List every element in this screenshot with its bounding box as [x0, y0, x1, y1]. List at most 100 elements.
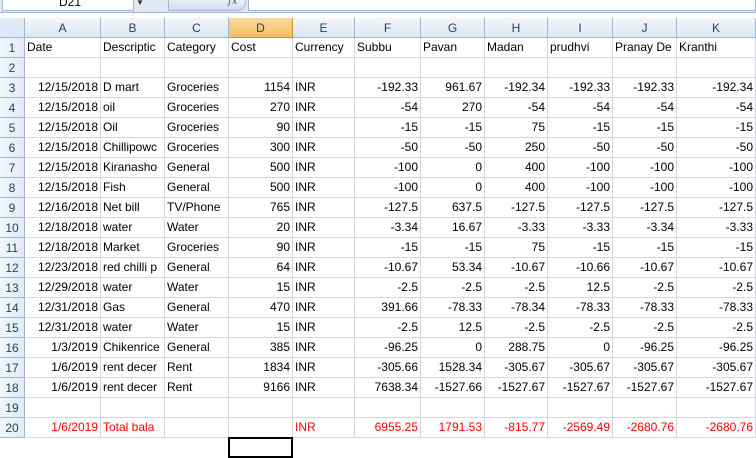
cell-i3[interactable]: -192.33 — [548, 78, 613, 98]
column-header-g[interactable]: G — [421, 18, 485, 38]
cell-g6[interactable]: -50 — [421, 138, 485, 158]
cell-g3[interactable]: 961.67 — [421, 78, 485, 98]
cell-g1[interactable]: Pavan — [421, 38, 485, 58]
cell-h2[interactable] — [485, 58, 548, 78]
row-header[interactable]: 4 — [0, 98, 25, 118]
row-header[interactable]: 10 — [0, 218, 25, 238]
cell-g15[interactable]: 12.5 — [421, 318, 485, 338]
column-header-j[interactable]: J — [613, 18, 677, 38]
cell-a6[interactable]: 12/15/2018 — [25, 138, 101, 158]
formula-input[interactable] — [248, 0, 756, 11]
cell-d10[interactable]: 20 — [229, 218, 293, 238]
cell-d15[interactable]: 15 — [229, 318, 293, 338]
cell-b20[interactable]: Total bala — [101, 418, 165, 438]
cell-k5[interactable]: -15 — [677, 118, 756, 138]
column-header-h[interactable]: H — [485, 18, 548, 38]
cell-h20[interactable]: -815.77 — [485, 418, 548, 438]
cell-j6[interactable]: -50 — [613, 138, 677, 158]
cell-d3[interactable]: 1154 — [229, 78, 293, 98]
cell-d12[interactable]: 64 — [229, 258, 293, 278]
cell-j11[interactable]: -15 — [613, 238, 677, 258]
cell-c15[interactable]: Water — [165, 318, 229, 338]
cell-b5[interactable]: Oil — [101, 118, 165, 138]
cell-b19[interactable] — [101, 398, 165, 418]
cell-k1[interactable]: Kranthi — [677, 38, 756, 58]
cell-i4[interactable]: -54 — [548, 98, 613, 118]
cell-c16[interactable]: General — [165, 338, 229, 358]
cell-c5[interactable]: Groceries — [165, 118, 229, 138]
cell-b8[interactable]: Fish — [101, 178, 165, 198]
cell-f4[interactable]: -54 — [355, 98, 421, 118]
cell-h10[interactable]: -3.33 — [485, 218, 548, 238]
cell-d5[interactable]: 90 — [229, 118, 293, 138]
cell-d14[interactable]: 470 — [229, 298, 293, 318]
cell-a8[interactable]: 12/15/2018 — [25, 178, 101, 198]
cell-b2[interactable] — [101, 58, 165, 78]
cell-i19[interactable] — [548, 398, 613, 418]
cell-a14[interactable]: 12/31/2018 — [25, 298, 101, 318]
cell-k2[interactable] — [677, 58, 756, 78]
cell-f8[interactable]: -100 — [355, 178, 421, 198]
cell-f14[interactable]: 391.66 — [355, 298, 421, 318]
row-header[interactable]: 5 — [0, 118, 25, 138]
cell-f1[interactable]: Subbu — [355, 38, 421, 58]
cell-c10[interactable]: Water — [165, 218, 229, 238]
column-header-e[interactable]: E — [293, 18, 355, 38]
cell-e11[interactable]: INR — [293, 238, 355, 258]
cell-j4[interactable]: -54 — [613, 98, 677, 118]
cell-g2[interactable] — [421, 58, 485, 78]
cell-c17[interactable]: Rent — [165, 358, 229, 378]
cell-j12[interactable]: -10.67 — [613, 258, 677, 278]
cell-e16[interactable]: INR — [293, 338, 355, 358]
cell-f19[interactable] — [355, 398, 421, 418]
cell-f3[interactable]: -192.33 — [355, 78, 421, 98]
cell-f6[interactable]: -50 — [355, 138, 421, 158]
cell-i16[interactable]: 0 — [548, 338, 613, 358]
cell-k16[interactable]: -96.25 — [677, 338, 756, 358]
cell-c3[interactable]: Groceries — [165, 78, 229, 98]
cell-c19[interactable] — [165, 398, 229, 418]
cell-k3[interactable]: -192.34 — [677, 78, 756, 98]
cell-f9[interactable]: -127.5 — [355, 198, 421, 218]
cell-j20[interactable]: -2680.76 — [613, 418, 677, 438]
cell-i17[interactable]: -305.67 — [548, 358, 613, 378]
cell-b4[interactable]: oil — [101, 98, 165, 118]
cell-k6[interactable]: -50 — [677, 138, 756, 158]
cell-a19[interactable] — [25, 398, 101, 418]
cell-e4[interactable]: INR — [293, 98, 355, 118]
cell-i20[interactable]: -2569.49 — [548, 418, 613, 438]
cell-b15[interactable]: water — [101, 318, 165, 338]
cell-i8[interactable]: -100 — [548, 178, 613, 198]
row-header[interactable]: 15 — [0, 318, 25, 338]
cell-k7[interactable]: -100 — [677, 158, 756, 178]
cell-i10[interactable]: -3.33 — [548, 218, 613, 238]
cell-g18[interactable]: -1527.66 — [421, 378, 485, 398]
cell-h1[interactable]: Madan — [485, 38, 548, 58]
cell-b17[interactable]: rent decer — [101, 358, 165, 378]
cell-a4[interactable]: 12/15/2018 — [25, 98, 101, 118]
cell-h16[interactable]: 288.75 — [485, 338, 548, 358]
cell-k4[interactable]: -54 — [677, 98, 756, 118]
cell-i11[interactable]: -15 — [548, 238, 613, 258]
cell-b16[interactable]: Chikenrice — [101, 338, 165, 358]
cell-d1[interactable]: Cost — [229, 38, 293, 58]
cell-a1[interactable]: Date — [25, 38, 101, 58]
cell-f11[interactable]: -15 — [355, 238, 421, 258]
cell-k20[interactable]: -2680.76 — [677, 418, 756, 438]
cell-a10[interactable]: 12/18/2018 — [25, 218, 101, 238]
name-box[interactable]: D21 — [2, 0, 134, 11]
cell-g9[interactable]: 637.5 — [421, 198, 485, 218]
cell-g11[interactable]: -15 — [421, 238, 485, 258]
cell-e17[interactable]: INR — [293, 358, 355, 378]
cell-i6[interactable]: -50 — [548, 138, 613, 158]
cell-c18[interactable]: Rent — [165, 378, 229, 398]
cell-k12[interactable]: -10.67 — [677, 258, 756, 278]
cell-a16[interactable]: 1/3/2019 — [25, 338, 101, 358]
cell-k13[interactable]: -2.5 — [677, 278, 756, 298]
cell-k8[interactable]: -100 — [677, 178, 756, 198]
cell-c9[interactable]: TV/Phone — [165, 198, 229, 218]
cell-c4[interactable]: Groceries — [165, 98, 229, 118]
cell-d16[interactable]: 385 — [229, 338, 293, 358]
column-header-d[interactable]: D — [229, 18, 293, 38]
cell-e1[interactable]: Currency — [293, 38, 355, 58]
